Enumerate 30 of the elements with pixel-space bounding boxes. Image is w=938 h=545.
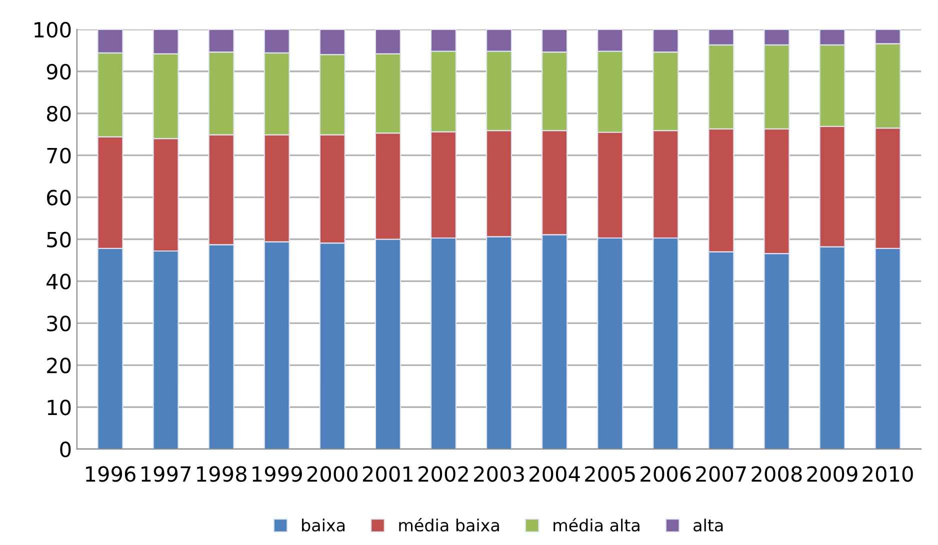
x-tick-label: 2008 <box>752 466 802 482</box>
y-tick-label: 0 <box>60 442 71 458</box>
x-tick-label: 2009 <box>807 466 858 482</box>
x-tick-label: 2004 <box>530 466 580 482</box>
x-tick-label: 2006 <box>640 466 691 482</box>
y-tick-label: 70 <box>47 148 71 164</box>
x-tick-label: 2000 <box>307 466 358 482</box>
y-tick-label: 50 <box>47 232 71 248</box>
x-tick-label: 2003 <box>474 466 524 482</box>
y-tick-label: 20 <box>47 358 71 374</box>
x-tick-label: 1996 <box>86 466 136 482</box>
x-tick-label: 2002 <box>418 466 468 482</box>
x-tick-label: 1999 <box>252 466 302 482</box>
x-tick-label: 1997 <box>142 466 191 482</box>
y-tick-label: 80 <box>46 106 71 122</box>
y-tick-label: 100 <box>34 22 71 38</box>
x-tick-label: 2010 <box>862 466 913 482</box>
y-tick-label: 30 <box>47 316 71 332</box>
legend-label: média baixa <box>399 518 499 532</box>
x-tick-label: 2007 <box>696 466 746 482</box>
x-tick-label: 2001 <box>362 466 413 482</box>
legend-label: média alta <box>554 518 640 532</box>
legend-label: baixa <box>302 518 345 532</box>
x-tick-label: 2005 <box>585 466 635 482</box>
y-tick-label: 60 <box>47 190 71 206</box>
y-tick-label: 10 <box>48 400 71 416</box>
x-tick-label: 1998 <box>197 466 246 482</box>
legend-label: alta <box>694 518 723 532</box>
y-tick-label: 90 <box>46 64 71 80</box>
y-tick-label: 40 <box>46 274 71 290</box>
